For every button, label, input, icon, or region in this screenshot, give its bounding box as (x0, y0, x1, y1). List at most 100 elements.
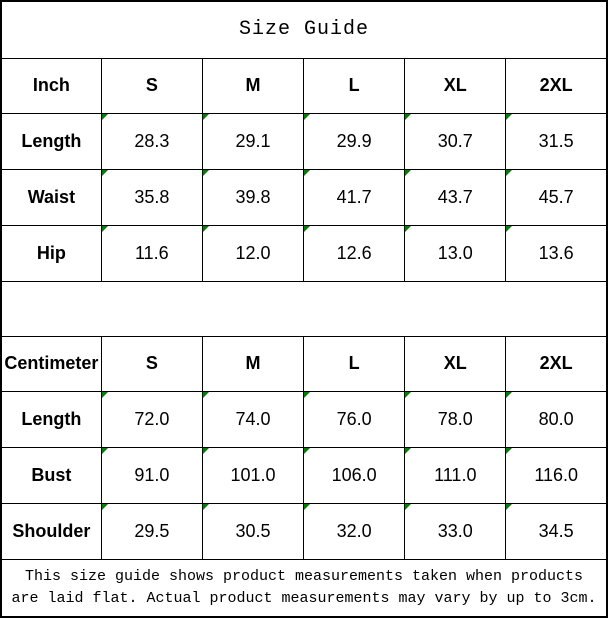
measurement-cell: 78.0 (404, 390, 507, 448)
measurement-cell: 39.8 (201, 168, 305, 226)
measurement-cell: 35.8 (100, 168, 203, 226)
cell-marker-icon (304, 114, 311, 120)
measurement-value: 45.7 (538, 186, 574, 207)
measurement-value: 78.0 (437, 408, 473, 429)
measurement-cell: 29.5 (100, 502, 203, 560)
cell-marker-icon (102, 392, 108, 398)
cell-marker-icon (203, 226, 209, 232)
measurement-cell: 13.6 (505, 224, 608, 282)
inch-length-row: Length 28.3 29.1 29.9 30.7 31.5 (0, 112, 608, 170)
measurement-cell: 72.0 (100, 390, 203, 448)
measurement-value: 13.0 (437, 242, 473, 263)
measurement-cell: 30.7 (404, 112, 507, 170)
size-header-l: L (303, 57, 406, 114)
size-header-2xl: 2XL (505, 57, 608, 114)
cell-marker-icon (304, 392, 311, 398)
footer-row: This size guide shows product measuremen… (0, 558, 608, 618)
cell-marker-icon (506, 114, 513, 120)
measurement-value: 39.8 (235, 186, 271, 207)
measurement-value: 35.8 (134, 186, 170, 207)
size-header-s: S (100, 335, 203, 392)
row-label: Hip (0, 224, 102, 282)
measurement-value: 43.7 (437, 186, 473, 207)
cell-marker-icon (304, 226, 311, 232)
cell-marker-icon (304, 448, 311, 454)
measurement-cell: 43.7 (404, 168, 507, 226)
row-label: Shoulder (0, 502, 102, 560)
measurement-cell: 32.0 (303, 502, 406, 560)
cell-marker-icon (102, 504, 108, 510)
cell-marker-icon (506, 392, 513, 398)
measurement-value: 72.0 (134, 408, 170, 429)
size-header-m: M (201, 57, 305, 114)
cell-marker-icon (304, 170, 311, 176)
measurement-value: 30.7 (437, 130, 473, 151)
measurement-value: 28.3 (134, 130, 170, 151)
cell-marker-icon (506, 226, 513, 232)
size-header-2xl: 2XL (505, 335, 608, 392)
measurement-cell: 12.6 (303, 224, 406, 282)
cell-marker-icon (405, 504, 412, 510)
cell-marker-icon (203, 504, 209, 510)
cell-marker-icon (102, 114, 108, 120)
measurement-value: 111.0 (434, 464, 477, 485)
measurement-value: 29.1 (235, 130, 271, 151)
measurement-cell: 28.3 (100, 112, 203, 170)
measurement-cell: 111.0 (404, 446, 507, 504)
cell-marker-icon (203, 114, 209, 120)
row-label: Length (0, 112, 102, 170)
measurement-cell: 33.0 (404, 502, 507, 560)
measurement-cell: 41.7 (303, 168, 406, 226)
measurement-value: 29.5 (134, 520, 170, 541)
cell-marker-icon (203, 170, 209, 176)
size-header-m: M (201, 335, 305, 392)
measurement-value: 12.6 (336, 242, 372, 263)
page-title: Size Guide (0, 0, 608, 59)
measurement-value: 31.5 (538, 130, 574, 151)
measurement-cell: 80.0 (505, 390, 608, 448)
measurement-cell: 116.0 (505, 446, 608, 504)
measurement-value: 106.0 (331, 464, 377, 485)
cm-shoulder-row: Shoulder 29.5 30.5 32.0 33.0 34.5 (0, 502, 608, 560)
measurement-value: 32.0 (336, 520, 372, 541)
measurement-cell: 106.0 (303, 446, 406, 504)
size-header-xl: XL (404, 57, 507, 114)
footer-note: This size guide shows product measuremen… (0, 558, 608, 618)
measurement-value: 30.5 (235, 520, 271, 541)
cm-length-row: Length 72.0 74.0 76.0 78.0 80.0 (0, 390, 608, 448)
title-row: Size Guide (0, 0, 608, 59)
measurement-cell: 30.5 (201, 502, 305, 560)
measurement-value: 29.9 (336, 130, 372, 151)
measurement-value: 116.0 (534, 464, 579, 485)
cell-marker-icon (405, 226, 412, 232)
measurement-value: 12.0 (235, 242, 271, 263)
unit-header-centimeter: Centimeter (0, 335, 102, 392)
measurement-cell: 31.5 (505, 112, 608, 170)
cell-marker-icon (405, 114, 412, 120)
measurement-cell: 13.0 (404, 224, 507, 282)
cell-marker-icon (506, 448, 513, 454)
inch-waist-row: Waist 35.8 39.8 41.7 43.7 45.7 (0, 168, 608, 226)
inch-hip-row: Hip 11.6 12.0 12.6 13.0 13.6 (0, 224, 608, 282)
cell-marker-icon (102, 226, 108, 232)
measurement-value: 91.0 (134, 464, 170, 485)
row-label: Length (0, 390, 102, 448)
size-header-s: S (100, 57, 203, 114)
measurement-value: 80.0 (538, 408, 574, 429)
measurement-cell: 34.5 (505, 502, 608, 560)
measurement-value: 34.5 (538, 520, 574, 541)
measurement-value: 41.7 (336, 186, 372, 207)
unit-header-inch: Inch (0, 57, 102, 114)
measurement-cell: 45.7 (505, 168, 608, 226)
spacer-row (0, 280, 608, 337)
row-label: Bust (0, 446, 102, 504)
cell-marker-icon (203, 448, 209, 454)
measurement-cell: 91.0 (100, 446, 203, 504)
cell-marker-icon (506, 170, 513, 176)
measurement-value: 11.6 (135, 242, 169, 263)
footer-note-line-2: are laid flat. Actual product measuremen… (11, 589, 597, 607)
centimeter-header-row: Centimeter S M L XL 2XL (0, 335, 608, 392)
measurement-value: 76.0 (336, 408, 372, 429)
